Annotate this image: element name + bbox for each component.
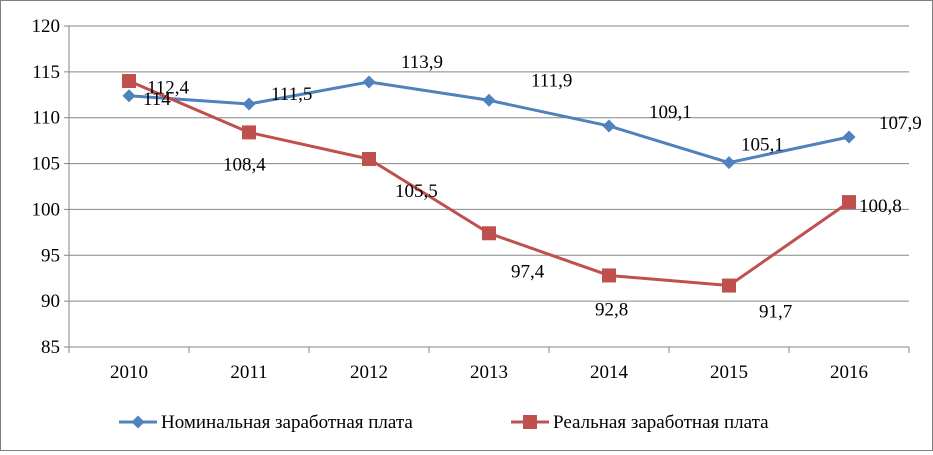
y-tick-label: 110 (32, 108, 60, 129)
x-tick-label: 2010 (110, 362, 148, 383)
data-label-real: 92,8 (595, 299, 628, 320)
legend-label-real: Реальная заработная плата (553, 412, 769, 433)
data-label-nominal: 111,5 (271, 84, 312, 105)
data-label-real: 114 (143, 89, 171, 110)
y-tick-label: 120 (32, 16, 61, 37)
y-tick-label: 105 (32, 154, 61, 175)
x-tick-label: 2016 (830, 362, 868, 383)
data-point-real-2012 (362, 151, 376, 166)
data-label-nominal: 109,1 (649, 102, 692, 123)
data-label-real: 108,4 (223, 154, 266, 175)
x-tick-label: 2013 (470, 362, 508, 383)
data-point-nominal-2010 (122, 89, 136, 103)
y-tick-label: 115 (32, 62, 60, 83)
x-tick-label: 2011 (230, 362, 267, 383)
data-point-nominal-2013 (482, 93, 496, 107)
series-group (122, 74, 856, 293)
legend-label-nominal: Номинальная заработная плата (161, 412, 413, 433)
legend-marker-real (523, 415, 537, 429)
y-tick-label: 90 (41, 291, 60, 312)
data-label-real: 100,8 (859, 196, 902, 217)
data-label-nominal: 112,4 (147, 78, 190, 99)
data-label-real: 105,5 (395, 181, 438, 202)
data-point-real-2011 (242, 125, 256, 140)
data-point-real-2014 (602, 268, 616, 283)
x-axis-ticks: 2010 2011 2012 2013 2014 2015 2016 (68, 347, 910, 383)
legend-marker-nominal (131, 415, 145, 429)
data-label-real: 91,7 (759, 302, 792, 323)
data-point-nominal-2016 (842, 130, 856, 144)
y-axis-ticks: 85 90 95 100 105 110 115 120 (32, 16, 70, 358)
data-point-nominal-2015 (722, 156, 736, 170)
data-point-real-2015 (722, 278, 736, 293)
data-point-real-2016 (842, 195, 856, 210)
y-tick-label: 95 (41, 245, 60, 266)
data-point-real-2010 (122, 74, 136, 89)
data-label-nominal: 111,9 (531, 70, 572, 91)
data-point-nominal-2012 (362, 75, 376, 89)
x-tick-label: 2012 (350, 362, 388, 383)
data-labels: 112,4 111,5 113,9 111,9 109,1 105,1 107,9 114 10… (143, 52, 922, 323)
data-label-nominal: 107,9 (879, 113, 922, 134)
data-point-nominal-2014 (602, 119, 616, 133)
x-tick-label: 2015 (710, 362, 748, 383)
y-tick-label: 100 (32, 199, 61, 220)
data-label-nominal: 113,9 (401, 52, 443, 73)
data-label-real: 97,4 (511, 261, 545, 282)
legend: Номинальная заработная плата Реальная зар… (119, 412, 769, 433)
data-label-nominal: 105,1 (741, 135, 784, 156)
data-point-nominal-2011 (242, 97, 256, 111)
x-tick-label: 2014 (590, 362, 629, 383)
data-point-real-2013 (482, 226, 496, 241)
grid-lines (69, 25, 909, 348)
y-tick-label: 85 (41, 337, 60, 358)
